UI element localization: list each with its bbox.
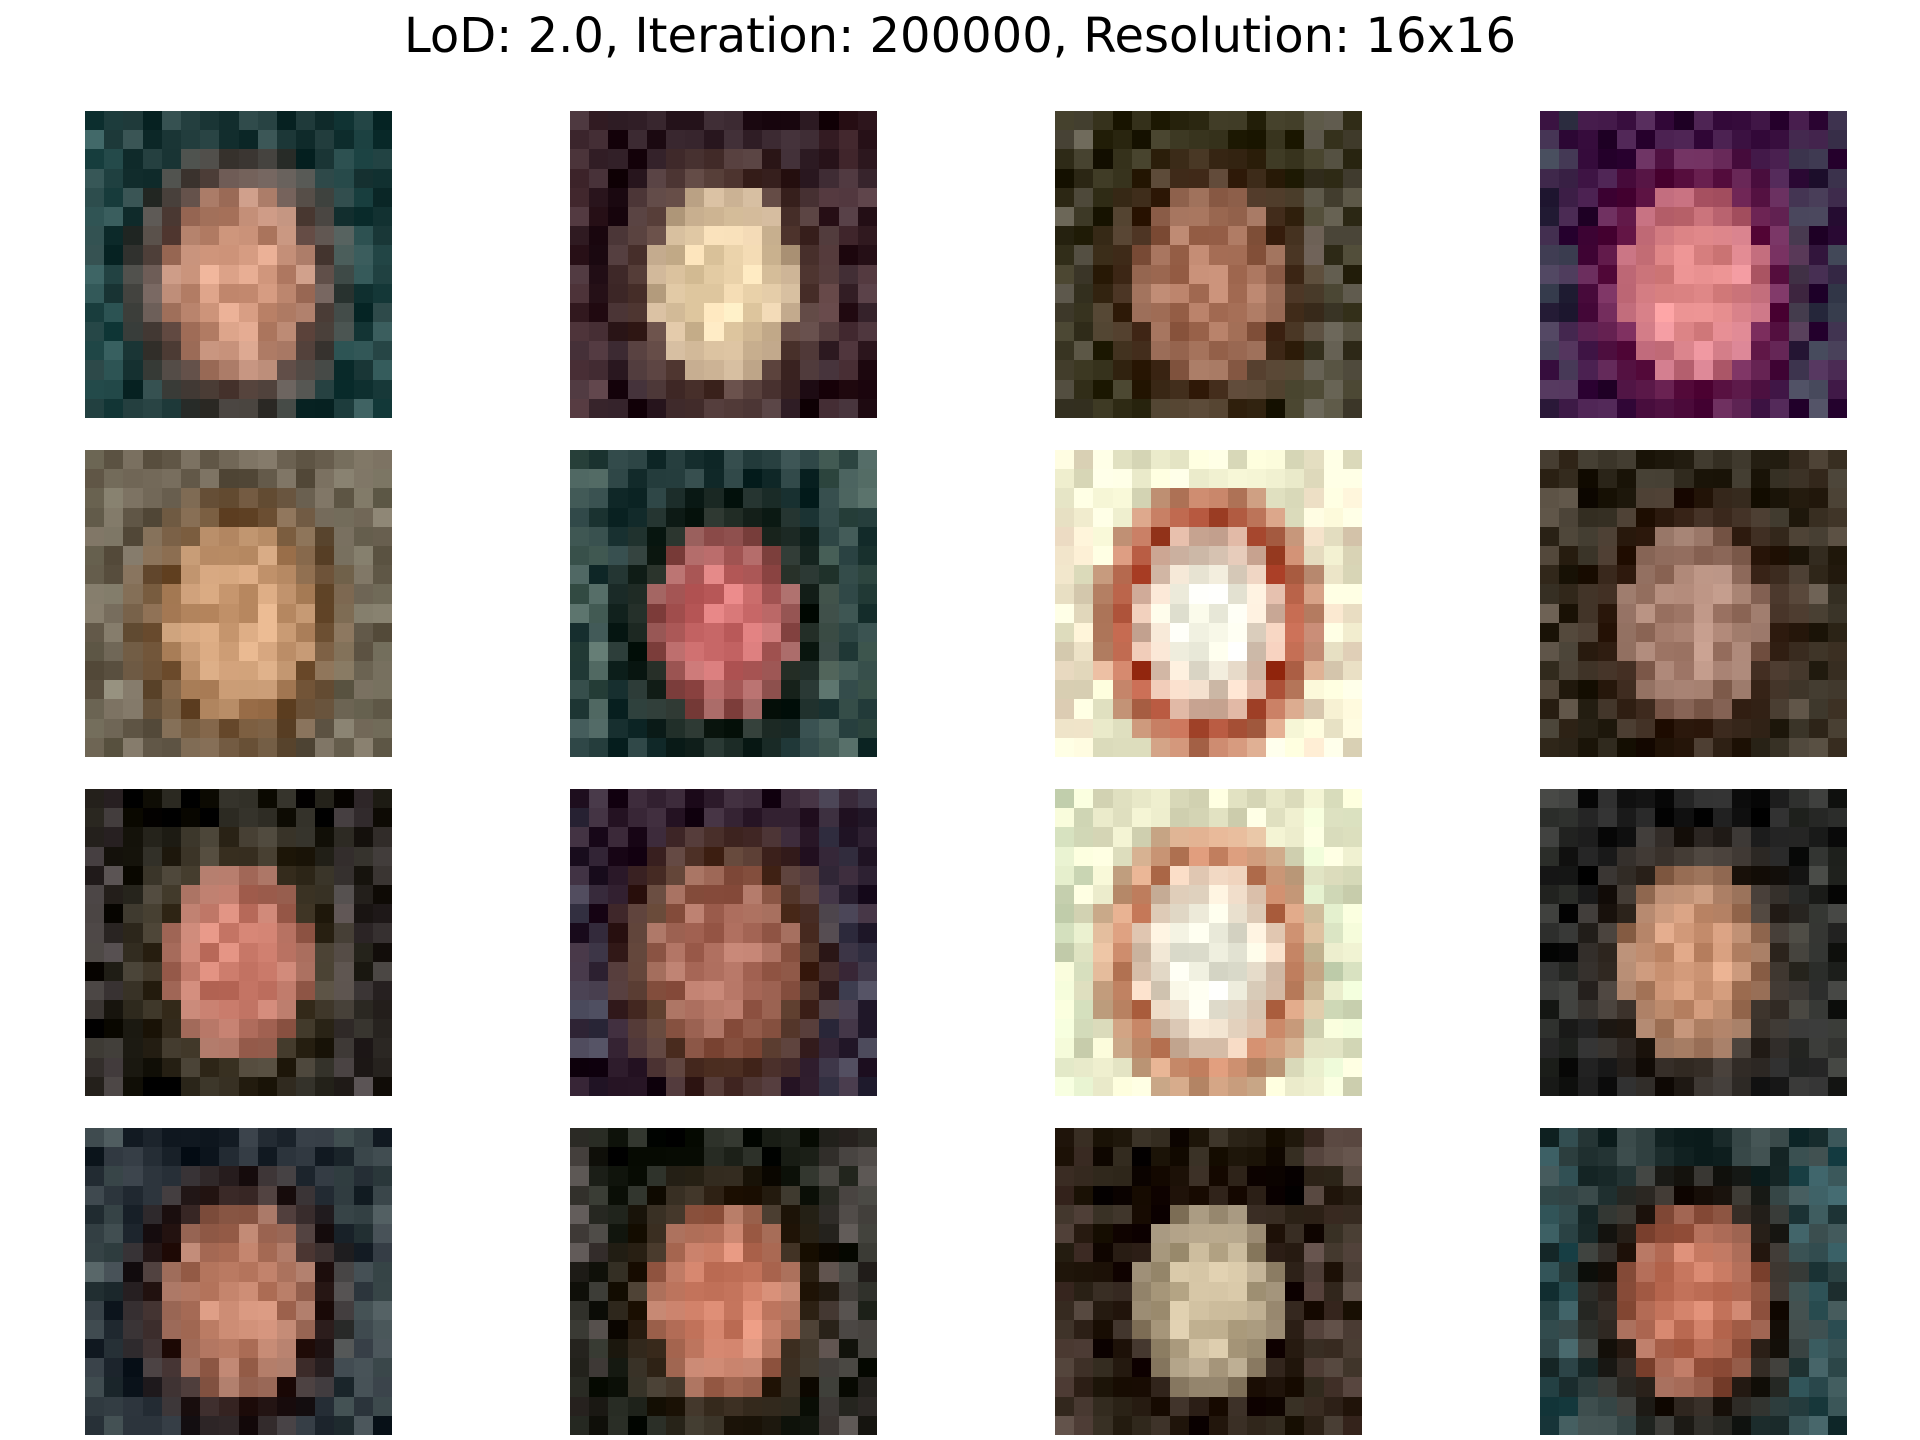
face-sample-image: [570, 1128, 877, 1435]
face-sample-image: [85, 450, 392, 757]
face-sample-image: [1055, 789, 1362, 1096]
figure-title: LoD: 2.0, Iteration: 200000, Resolution:…: [403, 8, 1517, 64]
face-sample-image: [570, 111, 877, 418]
sample-grid: [0, 111, 1920, 1440]
face-sample-image: [1055, 111, 1362, 418]
face-sample-image: [1540, 1128, 1847, 1435]
face-sample-image: [570, 789, 877, 1096]
face-sample-image: [85, 1128, 392, 1435]
face-sample-image: [1540, 789, 1847, 1096]
face-sample-image: [85, 789, 392, 1096]
face-sample-image: [1540, 111, 1847, 418]
face-sample-image: [1055, 1128, 1362, 1435]
face-sample-image: [85, 111, 392, 418]
face-sample-image: [1540, 450, 1847, 757]
face-sample-image: [1055, 450, 1362, 757]
face-sample-image: [570, 450, 877, 757]
